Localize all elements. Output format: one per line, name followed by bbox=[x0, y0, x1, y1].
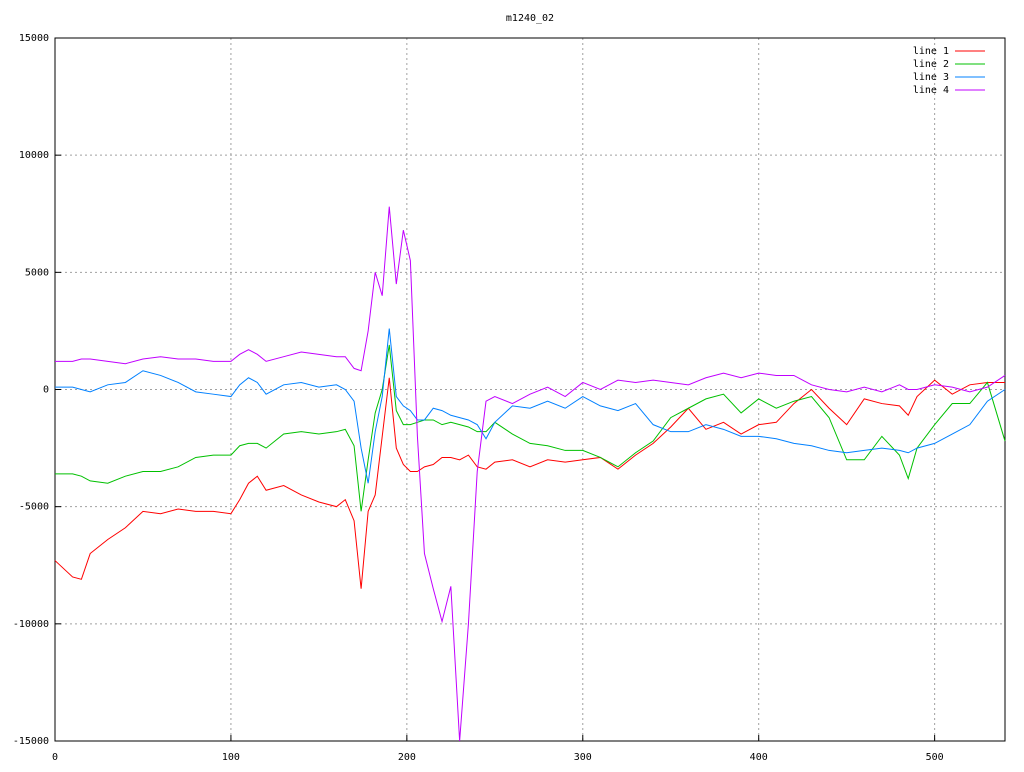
y-tick-label: 0 bbox=[43, 385, 49, 396]
legend-label: line 1 bbox=[913, 46, 949, 57]
legend-label: line 3 bbox=[913, 72, 949, 83]
x-tick-label: 200 bbox=[398, 752, 416, 763]
chart-title: m1240_02 bbox=[506, 13, 554, 24]
x-tick-label: 400 bbox=[750, 752, 768, 763]
y-tick-label: 15000 bbox=[19, 33, 49, 44]
legend-label: line 2 bbox=[913, 59, 949, 70]
x-tick-label: 300 bbox=[574, 752, 592, 763]
data-line bbox=[55, 328, 1006, 484]
x-tick-label: 0 bbox=[52, 752, 58, 763]
data-line bbox=[54, 377, 1005, 589]
y-tick-label: -5000 bbox=[19, 502, 49, 513]
y-tick-label: 5000 bbox=[25, 267, 49, 278]
x-tick-label: 500 bbox=[926, 752, 944, 763]
data-line bbox=[55, 206, 1006, 742]
y-tick-label: -15000 bbox=[13, 736, 49, 747]
y-tick-label: 10000 bbox=[19, 150, 49, 161]
legend-label: line 4 bbox=[913, 85, 949, 96]
y-tick-label: -10000 bbox=[13, 619, 49, 630]
data-line bbox=[55, 344, 1006, 512]
x-tick-label: 100 bbox=[222, 752, 240, 763]
